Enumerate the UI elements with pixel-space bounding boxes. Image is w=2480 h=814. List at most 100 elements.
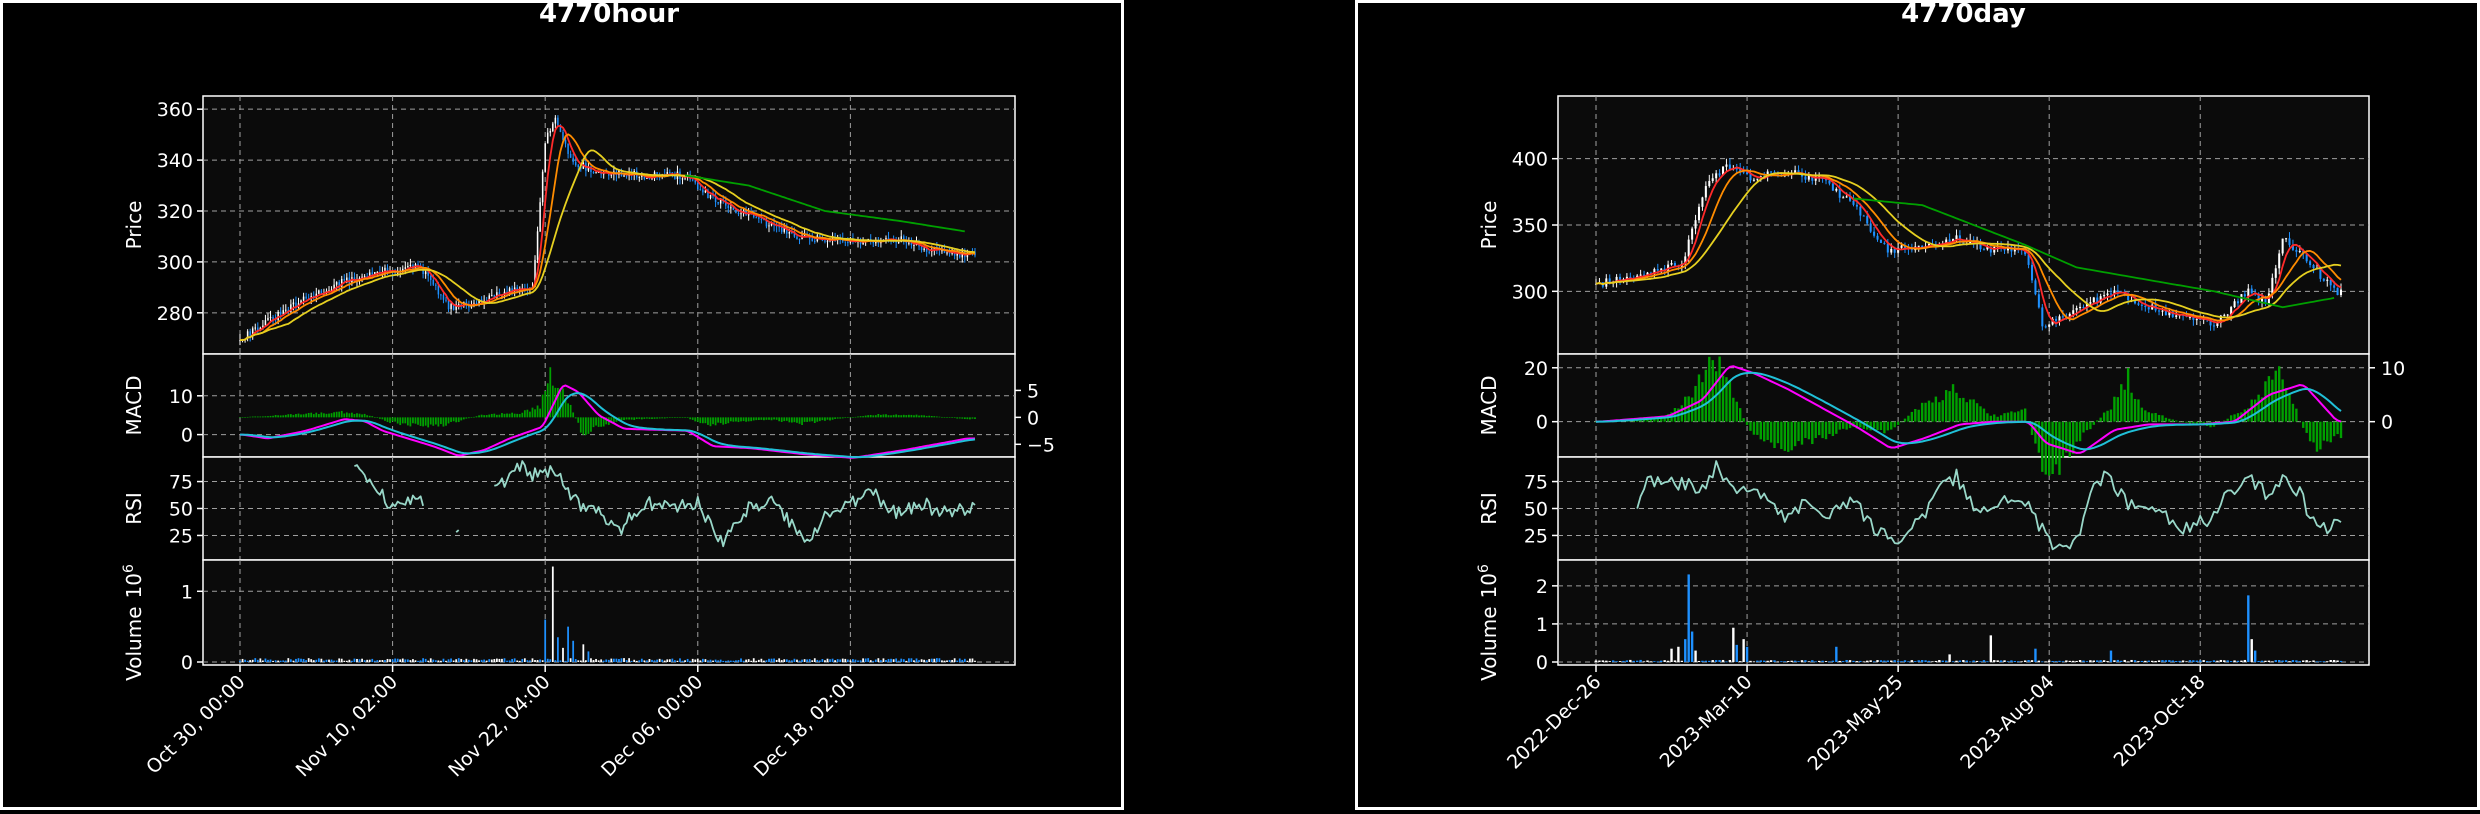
macd-histogram-bar [1745, 421, 1749, 425]
volume-bar [541, 660, 544, 662]
candle-body [768, 225, 770, 227]
candle-body [335, 282, 338, 285]
candle-body [371, 272, 374, 275]
candle-body [1876, 235, 1879, 240]
macd-histogram-bar [590, 417, 592, 432]
macd-histogram-bar [913, 415, 915, 418]
volume-bar [653, 660, 656, 662]
macd-histogram-bar [2288, 393, 2291, 422]
volume-bar [345, 660, 348, 662]
candle-body [2044, 326, 2047, 328]
volume-bar [1852, 660, 1855, 662]
candle-body [1770, 171, 1773, 173]
volume-bar [691, 658, 694, 662]
candle-body [503, 291, 506, 295]
candle-body [450, 304, 452, 310]
volume-bar [2226, 660, 2229, 662]
macd-histogram-bar [1807, 421, 1811, 440]
volume-bar [1745, 646, 1749, 662]
volume-bar [727, 660, 730, 662]
macd-histogram-bar [427, 417, 430, 428]
candle-body [1684, 256, 1687, 264]
candle-body [694, 180, 697, 183]
volume-bar [2068, 660, 2071, 662]
candle-body [2013, 249, 2016, 252]
macd-histogram-bar [447, 417, 450, 424]
figure-1: 4770hour280300320340360Price010−505MACD2… [0, 0, 1124, 810]
candle-body [755, 217, 758, 219]
macd-histogram-bar [824, 417, 826, 421]
macd-histogram-bar [801, 417, 803, 426]
candle-body [320, 290, 323, 294]
macd-histogram-bar [1900, 421, 1903, 423]
candle-body [305, 296, 307, 299]
candle-body [488, 295, 490, 301]
volume-bar [239, 660, 241, 662]
macd-histogram-bar [2243, 409, 2247, 422]
volume-bar [1938, 660, 1941, 662]
volume-bar [1780, 661, 1783, 663]
volume-bar [747, 659, 750, 662]
macd-histogram-bar [292, 414, 295, 418]
volume-bar [1742, 639, 1745, 662]
volume-bar [1629, 659, 1632, 662]
candle-body [709, 194, 712, 199]
volume-bar [755, 660, 758, 662]
volume-bar [763, 660, 765, 662]
volume-bar [704, 659, 707, 662]
candle-body [730, 207, 732, 209]
macd-histogram-bar [1890, 421, 1893, 430]
macd-histogram-bar [419, 417, 422, 426]
volume-bar [2308, 661, 2312, 663]
candle-body [1794, 170, 1797, 174]
volume-bar [513, 658, 516, 662]
volume-bar [2164, 660, 2168, 662]
candle-body [1879, 239, 1882, 243]
volume-bar [317, 658, 320, 662]
macd-histogram-bar [2020, 409, 2023, 422]
volume-bar [801, 659, 803, 662]
macd-histogram-bar [267, 416, 269, 418]
volume-bar [1646, 660, 1649, 662]
candle-body [788, 231, 791, 234]
candle-body [910, 242, 913, 246]
macd-histogram-bar [686, 417, 689, 418]
macd-histogram-bar [696, 417, 699, 422]
macd-histogram-bar [1979, 406, 1982, 422]
candle-body [577, 165, 580, 168]
volume-bar [470, 660, 473, 662]
macd-histogram-bar [760, 417, 763, 420]
candle-body [465, 301, 468, 305]
volume-bar [2319, 661, 2322, 663]
candle-body [272, 316, 274, 320]
candle-body [2264, 298, 2267, 304]
candle-body [2209, 319, 2212, 326]
volume-bar [406, 659, 409, 662]
macd-histogram-bar [2003, 413, 2006, 422]
volume-bar [1890, 660, 1893, 662]
candle-body [404, 267, 407, 269]
volume-bar [1811, 660, 1814, 662]
macd-histogram-bar [882, 414, 885, 418]
candle-body [1842, 197, 1845, 199]
candle-body [1697, 206, 1701, 221]
macd-histogram-bar [1828, 421, 1831, 434]
candle-body [2288, 238, 2291, 246]
macd-histogram-bar [930, 416, 933, 418]
volume-bar [732, 660, 735, 662]
candle-body [786, 227, 788, 234]
volume-bar [251, 659, 254, 662]
macd-histogram-bar [2065, 421, 2068, 453]
macd-histogram-bar [282, 415, 285, 418]
macd-histogram-bar [826, 417, 829, 420]
macd-histogram-bar [2047, 421, 2051, 476]
macd-histogram-bar [2089, 421, 2092, 430]
candle-body [457, 304, 460, 306]
candle-body [1656, 269, 1659, 271]
volume-bar [735, 660, 737, 662]
candle-body [478, 299, 480, 305]
macd-histogram-bar [361, 414, 363, 418]
macd-histogram-bar [880, 414, 882, 418]
macd-histogram-bar [625, 417, 628, 420]
macd-histogram-bar [900, 415, 903, 418]
